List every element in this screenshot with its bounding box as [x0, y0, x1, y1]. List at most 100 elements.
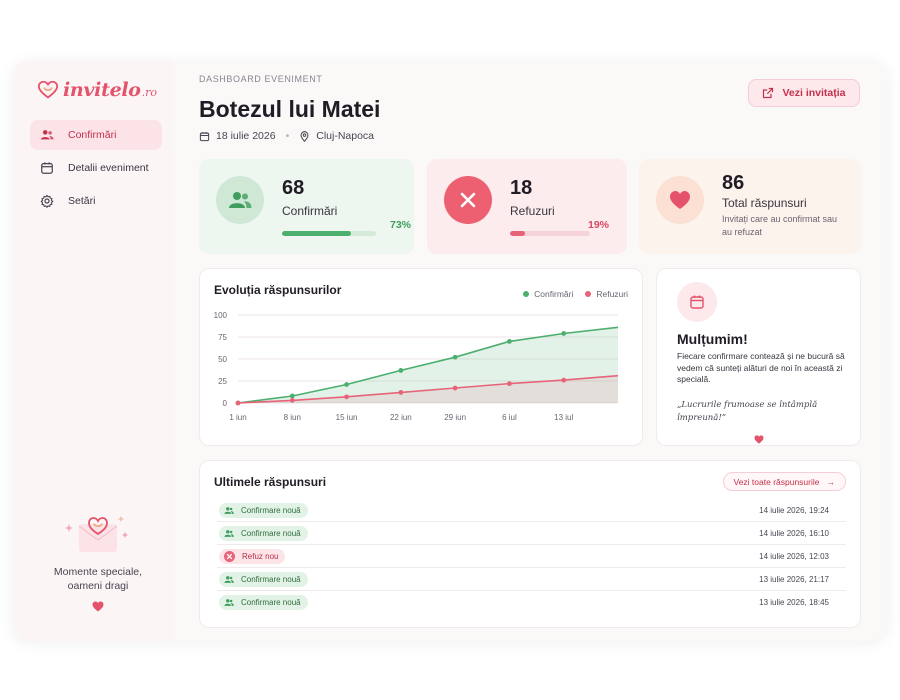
- calendar-icon: [199, 131, 210, 141]
- page-title: Botezul lui Matei: [199, 96, 381, 122]
- users-icon: [216, 176, 264, 224]
- thanks-card: Mulțumim! Fiecare confirmare contează și…: [656, 268, 861, 446]
- x-tick-label: 15 iun: [336, 413, 358, 422]
- page-eyebrow: DASHBOARD EVENIMENT: [199, 74, 323, 84]
- sidebar-item-label: Detalii eveniment: [68, 162, 149, 174]
- sidebar-nav: Confirmări Detalii eveniment Setări: [30, 120, 162, 219]
- users-icon: [224, 506, 234, 515]
- series-line-0: [237, 326, 619, 404]
- event-location: Cluj-Napoca: [316, 130, 375, 142]
- refused-label: Refuzuri: [510, 204, 555, 218]
- badge-label: Confirmare nouă: [241, 528, 301, 538]
- heart-icon: [656, 176, 704, 224]
- location-pin-icon: [300, 130, 309, 142]
- heart-logo-icon: [37, 80, 59, 99]
- close-icon: [444, 176, 492, 224]
- responses-list: Confirmare nouă 14 iulie 2026, 19:24 Confi…: [217, 499, 846, 614]
- series-line-1: [237, 374, 619, 404]
- refused-progress-fill: [510, 231, 526, 236]
- x-tick-label: 13 iul: [554, 413, 573, 422]
- confirmation-badge: Confirmare nouă: [219, 502, 308, 518]
- area-chart: 0 25 50 75 100 1 iun 8 iun 15 iun 22 iun 29 iun 6 …: [214, 311, 619, 422]
- badge-label: Refuz nou: [242, 551, 279, 561]
- table-row[interactable]: Confirmare nouă 14 iulie 2026, 16:10: [217, 522, 846, 545]
- refused-progress-bar: [510, 231, 590, 236]
- refused-percent: 19%: [588, 219, 610, 231]
- sidebar: invitelo .ro Confirmări Detalii evenimen…: [13, 60, 173, 641]
- sidebar-promo: Momente speciale, oameni dragi: [13, 510, 183, 617]
- confirmation-badge: Confirmare nouă: [219, 525, 308, 541]
- external-link-icon: [763, 87, 774, 99]
- data-point: [398, 390, 404, 395]
- heart-icon: [754, 431, 764, 449]
- sidebar-item-label: Confirmări: [68, 129, 117, 141]
- view-invitation-button[interactable]: Vezi invitația: [748, 79, 860, 107]
- thanks-title: Mulțumim!: [677, 331, 748, 347]
- stat-card-confirmed: 68 Confirmări 73%: [199, 159, 414, 254]
- legend-label: Refuzuri: [596, 289, 628, 299]
- legend-item-confirmari: Confirmări: [523, 289, 573, 299]
- stat-card-total: 86 Total răspunsuri Invitați care au con…: [639, 159, 861, 254]
- users-icon: [224, 575, 234, 584]
- data-point: [507, 381, 512, 387]
- data-point: [344, 382, 349, 387]
- total-count: 86: [722, 172, 745, 194]
- y-tick-label: 0: [223, 399, 228, 408]
- legend-item-refuzuri: Refuzuri: [585, 289, 628, 299]
- users-icon: [224, 529, 234, 538]
- recent-responses-title: Ultimele răspunsuri: [214, 475, 327, 489]
- view-all-label: Vezi toate răspunsurile: [733, 476, 820, 487]
- confirmed-progress-fill: [282, 231, 351, 236]
- arrow-right-icon: →: [826, 476, 836, 487]
- legend-dot: [585, 291, 592, 297]
- data-point: [289, 397, 295, 403]
- confirmed-percent: 73%: [390, 219, 412, 231]
- response-date: 14 iulie 2026, 19:24: [759, 505, 829, 515]
- x-tick-label: 6 iul: [502, 413, 517, 422]
- promo-line-1: Momente speciale,: [53, 566, 143, 578]
- data-point: [289, 393, 295, 399]
- brand-tld: .ro: [141, 85, 158, 99]
- close-circle-icon: [224, 550, 235, 562]
- x-tick-label: 8 iun: [284, 413, 301, 422]
- table-row[interactable]: Confirmare nouă 13 iulie 2026, 21:17: [217, 568, 846, 591]
- refusal-badge: Refuz nou: [219, 548, 286, 564]
- y-tick-label: 50: [218, 355, 227, 364]
- sidebar-item-confirmari[interactable]: Confirmări: [30, 120, 162, 150]
- total-label: Total răspunsuri: [722, 196, 807, 210]
- meta-separator: •: [285, 130, 290, 142]
- view-all-responses-button[interactable]: Vezi toate răspunsurile →: [722, 472, 846, 491]
- sidebar-item-setari[interactable]: Setări: [30, 186, 162, 216]
- chart-legend: Confirmări Refuzuri: [511, 289, 628, 299]
- data-point: [561, 331, 567, 336]
- heart-icon: [13, 599, 183, 617]
- confirmed-label: Confirmări: [282, 204, 338, 218]
- response-date: 13 iulie 2026, 18:45: [759, 598, 829, 607]
- data-point: [398, 368, 404, 373]
- confirmed-count: 68: [282, 177, 305, 199]
- table-row[interactable]: Refuz nou 14 iulie 2026, 12:03: [217, 545, 846, 568]
- badge-label: Confirmare nouă: [241, 505, 301, 515]
- data-point: [452, 354, 458, 360]
- sidebar-item-detalii-eveniment[interactable]: Detalii eveniment: [30, 153, 162, 183]
- dashboard-window: invitelo .ro Confirmări Detalii evenimen…: [13, 60, 887, 641]
- series-area-0: [238, 327, 618, 403]
- data-point: [344, 394, 349, 400]
- brand-name: invitelo: [63, 79, 141, 101]
- legend-dot: [523, 291, 530, 297]
- brand-logo[interactable]: invitelo .ro: [37, 78, 157, 102]
- table-row[interactable]: Confirmare nouă 13 iulie 2026, 18:45: [217, 591, 846, 614]
- data-point: [235, 400, 241, 406]
- x-tick-label: 29 iun: [444, 413, 466, 422]
- gear-icon: [40, 194, 54, 208]
- thanks-text: Fiecare confirmare contează și ne bucură…: [677, 351, 845, 384]
- badge-label: Confirmare nouă: [241, 598, 301, 607]
- users-icon: [40, 128, 54, 142]
- table-row[interactable]: Confirmare nouă 14 iulie 2026, 19:24: [217, 499, 846, 522]
- stat-card-refused: 18 Refuzuri 19%: [427, 159, 627, 254]
- badge-label: Confirmare nouă: [241, 574, 301, 584]
- event-date: 18 iulie 2026: [216, 130, 276, 142]
- calendar-icon: [677, 282, 717, 322]
- view-invitation-label: Vezi invitația: [782, 87, 846, 99]
- recent-responses-card: Ultimele răspunsuri Vezi toate răspunsur…: [199, 460, 861, 628]
